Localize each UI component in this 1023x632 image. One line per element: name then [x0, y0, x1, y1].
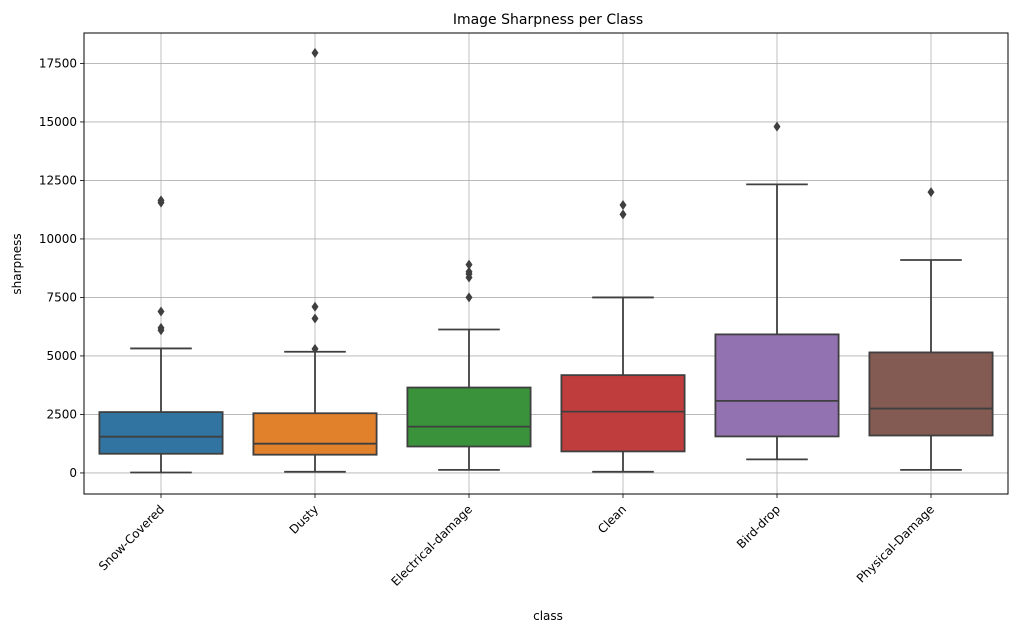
- outlier-point: [927, 187, 935, 198]
- box-snow-covered: [98, 195, 224, 474]
- outlier-point: [465, 292, 473, 303]
- outlier-point: [465, 266, 473, 277]
- x-tick-label: Bird-drop: [734, 502, 783, 551]
- y-tick-label: 15000: [39, 115, 77, 129]
- box-electrical-damage: [406, 259, 532, 471]
- box-body: [406, 386, 532, 448]
- y-tick-label: 10000: [39, 232, 77, 246]
- plot-frame: [83, 32, 1009, 495]
- outlier-point: [311, 343, 319, 354]
- y-axis-label: sharpness: [10, 233, 24, 294]
- x-axis-label: class: [533, 609, 563, 623]
- x-tick-label: Snow-Covered: [96, 502, 167, 573]
- box-body: [714, 333, 840, 438]
- x-tick-label: Clean: [595, 502, 629, 536]
- outlier-point: [311, 301, 319, 312]
- outlier-point: [157, 195, 165, 206]
- outlier-point: [157, 306, 165, 317]
- y-tick-label: 5000: [46, 349, 77, 363]
- box-physical-damage: [868, 187, 994, 471]
- box-dusty: [252, 47, 378, 473]
- y-tick-label: 17500: [39, 56, 77, 70]
- x-tick-label: Electrical-damage: [389, 502, 476, 589]
- box-clean: [560, 199, 686, 473]
- outlier-point: [157, 322, 165, 333]
- y-tick-label: 7500: [46, 290, 77, 304]
- x-tick-label: Physical-Damage: [854, 502, 937, 585]
- box-body: [98, 411, 224, 455]
- box-body: [252, 412, 378, 456]
- boxes: [98, 47, 994, 474]
- chart-title: Image Sharpness per Class: [453, 12, 643, 28]
- outlier-point: [311, 313, 319, 324]
- x-axis-ticks: Snow-Covered Dusty Electrical-damage Clean B…: [96, 494, 937, 589]
- outlier-point: [773, 121, 781, 132]
- x-tick-label: Dusty: [287, 502, 322, 537]
- outlier-point: [619, 199, 627, 210]
- outlier-point: [619, 209, 627, 220]
- y-tick-label: 2500: [46, 407, 77, 421]
- y-tick-label: 12500: [39, 173, 77, 187]
- box-bird-drop: [714, 121, 840, 461]
- y-tick-label: 0: [69, 466, 77, 480]
- box-body: [560, 374, 686, 453]
- y-axis-ticks: 0 2500 5000 7500 10000 12500 15000 17500: [39, 56, 84, 480]
- outlier-point: [311, 47, 319, 58]
- box-body: [868, 351, 994, 437]
- outlier-point: [465, 259, 473, 270]
